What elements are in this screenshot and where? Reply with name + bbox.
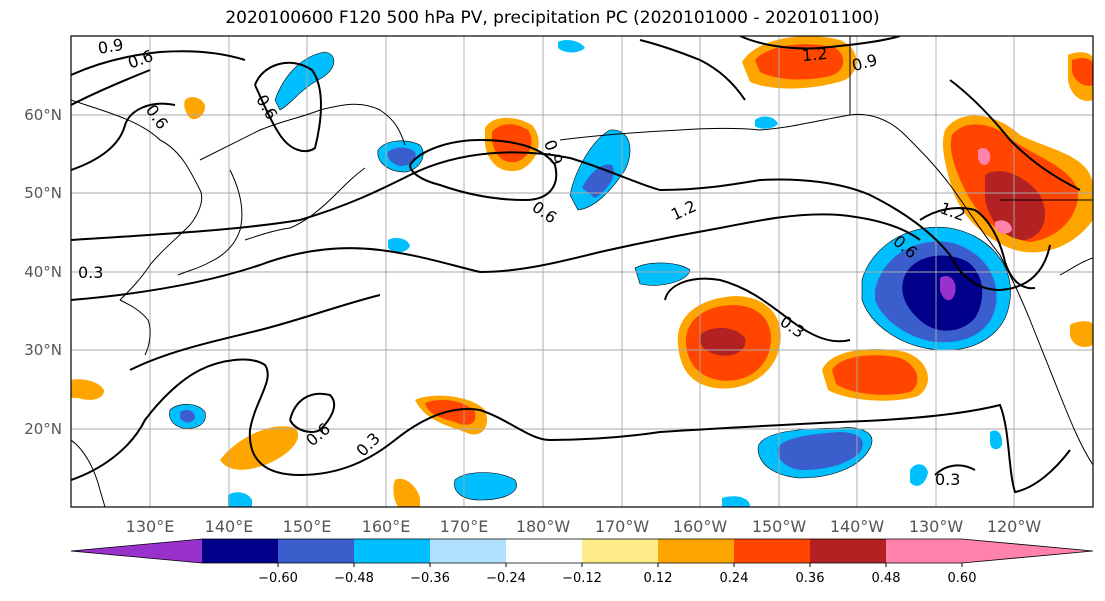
colorbar-segment — [202, 539, 279, 563]
lon-tick-label: 150°E — [283, 517, 332, 536]
lon-tick-label: 160°W — [673, 517, 728, 536]
lat-tick-label: 30°N — [24, 341, 62, 359]
colorbar-tick-label: −0.24 — [486, 571, 526, 586]
colorbar-extend-high — [962, 539, 1093, 563]
colorbar-tick-label: −0.48 — [334, 571, 374, 586]
colorbar-tick-label: −0.36 — [410, 571, 450, 586]
colorbar-segment — [658, 539, 735, 563]
colorbar-segment — [886, 539, 963, 563]
lat-tick-label: 20°N — [24, 420, 62, 438]
graticule — [71, 36, 1093, 507]
lon-tick-label: 170°E — [440, 517, 489, 536]
lat-tick-label: 60°N — [24, 106, 62, 124]
colorbar-segment — [734, 539, 811, 563]
colorbar: −0.60 −0.48 −0.36 −0.24 −0.12 0.12 0.24 0.36 0.4… — [70, 538, 1094, 586]
lon-tick-label: 130°E — [126, 517, 175, 536]
lon-axis: 130°E 140°E 150°E 160°E 170°E 180°W 170°… — [126, 517, 1042, 536]
colorbar-segment — [810, 539, 887, 563]
colorbar-tick-label: 0.12 — [644, 571, 673, 586]
pv-contours — [71, 36, 1081, 494]
coastlines — [71, 36, 1093, 507]
lat-axis: 20°N 30°N 40°N 50°N 60°N — [24, 106, 62, 438]
colorbar-tick-label: −0.12 — [562, 571, 602, 586]
colorbar-segment — [354, 539, 431, 563]
colorbar-tick-label: −0.60 — [258, 571, 298, 586]
precip-shading — [71, 36, 1093, 507]
contour-label: 1.2 — [801, 44, 828, 65]
lon-tick-label: 170°W — [595, 517, 650, 536]
lon-tick-label: 160°E — [362, 517, 411, 536]
contour-label: 0.9 — [96, 35, 124, 58]
lat-tick-label: 50°N — [24, 184, 62, 202]
contour-label: 0.3 — [935, 470, 960, 489]
colorbar-tick-label: 0.24 — [720, 571, 749, 586]
colorbar-extend-low — [71, 539, 202, 563]
colorbar-tick-label: 0.36 — [796, 571, 825, 586]
lon-tick-label: 140°E — [205, 517, 254, 536]
colorbar-outline — [70, 538, 1094, 564]
lon-tick-label: 140°W — [830, 517, 885, 536]
lon-tick-label: 150°W — [752, 517, 807, 536]
lon-tick-label: 180°W — [516, 517, 571, 536]
contour-label: 0.3 — [78, 263, 103, 282]
lat-tick-label: 40°N — [24, 263, 62, 281]
colorbar-segment — [430, 539, 507, 563]
colorbar-tick-label: 0.60 — [948, 571, 977, 586]
colorbar-segment — [506, 539, 583, 563]
map-frame — [70, 35, 1094, 508]
map-title: 2020100600 F120 500 hPa PV, precipitatio… — [225, 8, 880, 28]
colorbar-tick-label: 0.48 — [872, 571, 901, 586]
lon-tick-label: 130°W — [909, 517, 964, 536]
colorbar-segment — [278, 539, 355, 563]
colorbar-segment — [582, 539, 659, 563]
lon-tick-label: 120°W — [987, 517, 1042, 536]
